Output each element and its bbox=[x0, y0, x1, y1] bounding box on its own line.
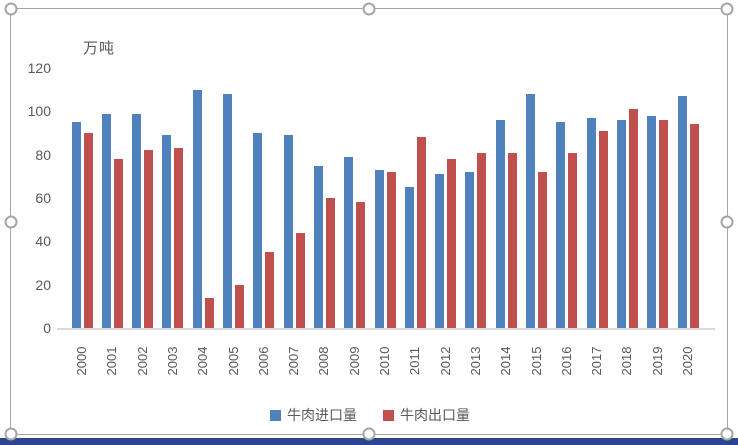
bar-import-2017[interactable] bbox=[586, 117, 596, 328]
resize-handle-bottom-left[interactable] bbox=[4, 427, 18, 441]
bar-import-2009[interactable] bbox=[344, 156, 354, 328]
x-tick-label: 2004 bbox=[195, 346, 211, 376]
x-tick-label: 2000 bbox=[74, 346, 89, 376]
y-tick-label: 120 bbox=[27, 60, 51, 76]
legend-item-import[interactable]: 牛肉进口量 bbox=[270, 405, 357, 425]
bar-export-2015[interactable] bbox=[538, 172, 547, 328]
legend: 牛肉进口量 牛肉出口量 bbox=[11, 405, 729, 425]
bar-import-2014[interactable] bbox=[495, 120, 505, 328]
bar-import-2016[interactable] bbox=[556, 122, 566, 328]
bar-import-2001[interactable] bbox=[101, 113, 111, 328]
x-tick-label: 2006 bbox=[255, 346, 271, 376]
legend-label: 牛肉出口量 bbox=[400, 407, 470, 423]
x-tick-label: 2009 bbox=[346, 346, 362, 376]
bar-export-2012[interactable] bbox=[447, 159, 457, 328]
x-tick-label: 2002 bbox=[134, 346, 150, 376]
bar-import-2004[interactable] bbox=[192, 89, 202, 328]
resize-handle-top-right[interactable] bbox=[720, 2, 734, 16]
bar-export-2014[interactable] bbox=[507, 152, 517, 328]
bar-export-2006[interactable] bbox=[265, 252, 275, 328]
y-tick-label: 0 bbox=[43, 320, 51, 336]
legend-item-export[interactable]: 牛肉出口量 bbox=[383, 405, 470, 425]
y-tick-label: 20 bbox=[35, 276, 51, 293]
bar-import-2006[interactable] bbox=[253, 133, 263, 328]
x-tick-label: 2007 bbox=[286, 346, 302, 376]
bar-export-2002[interactable] bbox=[144, 150, 154, 328]
y-tick-label: 60 bbox=[35, 190, 51, 206]
bar-export-2003[interactable] bbox=[174, 148, 184, 328]
x-tick-label: 2017 bbox=[589, 346, 605, 376]
bar-import-2008[interactable] bbox=[313, 165, 323, 328]
bar-import-2003[interactable] bbox=[162, 135, 172, 328]
y-axis-unit-label: 万吨 bbox=[83, 40, 116, 57]
chart-object[interactable]: 万吨 120 100 80 60 40 20 0 2000 2001 2002 2003 2004 2… bbox=[4, 2, 734, 441]
bar-import-2012[interactable] bbox=[435, 174, 445, 328]
bar-export-2000[interactable] bbox=[83, 133, 93, 328]
plot-area bbox=[11, 9, 729, 328]
bar-export-2019[interactable] bbox=[659, 120, 669, 328]
x-tick-label: 2011 bbox=[407, 347, 423, 375]
bar-import-2019[interactable] bbox=[647, 115, 657, 328]
bar-import-2002[interactable] bbox=[132, 113, 142, 328]
x-tick-label: 2003 bbox=[164, 346, 180, 376]
x-tick-label: 2018 bbox=[619, 346, 635, 376]
resize-handle-bottom-right[interactable] bbox=[720, 427, 734, 441]
resize-handle-middle-right[interactable] bbox=[720, 215, 734, 228]
resize-handle-top-left[interactable] bbox=[4, 2, 18, 16]
x-tick-label: 2012 bbox=[437, 346, 453, 376]
bar-export-2017[interactable] bbox=[598, 130, 608, 328]
bar-import-2018[interactable] bbox=[616, 120, 626, 328]
bar-export-2004[interactable] bbox=[204, 297, 214, 328]
x-tick-label: 2005 bbox=[225, 346, 241, 376]
bar-export-2020[interactable] bbox=[689, 124, 699, 328]
bar-export-2008[interactable] bbox=[325, 198, 335, 328]
bar-export-2018[interactable] bbox=[628, 109, 638, 328]
resize-handle-bottom-center[interactable] bbox=[362, 427, 376, 441]
bar-import-2013[interactable] bbox=[465, 172, 475, 328]
resize-handle-top-center[interactable] bbox=[362, 2, 376, 16]
legend-swatch-icon bbox=[270, 409, 281, 421]
x-tick-label: 2014 bbox=[498, 346, 514, 376]
x-tick-label: 2016 bbox=[558, 346, 574, 376]
bar-export-2011[interactable] bbox=[416, 137, 426, 328]
bar-import-2011[interactable] bbox=[404, 187, 414, 328]
x-tick-label: 2008 bbox=[316, 346, 332, 376]
bar-export-2009[interactable] bbox=[356, 202, 366, 328]
y-tick-label: 80 bbox=[35, 146, 51, 163]
bar-import-2020[interactable] bbox=[677, 96, 687, 328]
legend-label: 牛肉进口量 bbox=[287, 407, 357, 423]
x-tick-label: 2020 bbox=[680, 346, 695, 376]
bar-export-2010[interactable] bbox=[386, 172, 396, 328]
bar-import-2000[interactable] bbox=[71, 122, 81, 328]
bar-import-2015[interactable] bbox=[526, 94, 535, 328]
x-tick-label: 2010 bbox=[377, 346, 392, 376]
x-tick-label: 2015 bbox=[528, 346, 544, 376]
bar-export-2001[interactable] bbox=[113, 159, 123, 328]
x-tick-label: 2019 bbox=[649, 346, 665, 376]
resize-handle-middle-left[interactable] bbox=[4, 215, 18, 228]
y-tick-label: 100 bbox=[27, 103, 51, 120]
y-tick-label: 40 bbox=[35, 233, 51, 250]
bar-import-2005[interactable] bbox=[223, 94, 232, 328]
bar-export-2005[interactable] bbox=[235, 284, 244, 328]
legend-swatch-icon bbox=[383, 409, 394, 421]
bar-import-2010[interactable] bbox=[374, 169, 384, 328]
x-tick-label: 2001 bbox=[104, 346, 120, 376]
x-tick-label: 2013 bbox=[467, 346, 483, 376]
bar-export-2016[interactable] bbox=[568, 152, 578, 328]
bottom-blue-strip bbox=[0, 438, 738, 445]
bar-import-2007[interactable] bbox=[283, 135, 293, 328]
bar-export-2007[interactable] bbox=[295, 232, 305, 328]
x-axis-line bbox=[57, 328, 715, 330]
bar-export-2013[interactable] bbox=[477, 152, 487, 328]
